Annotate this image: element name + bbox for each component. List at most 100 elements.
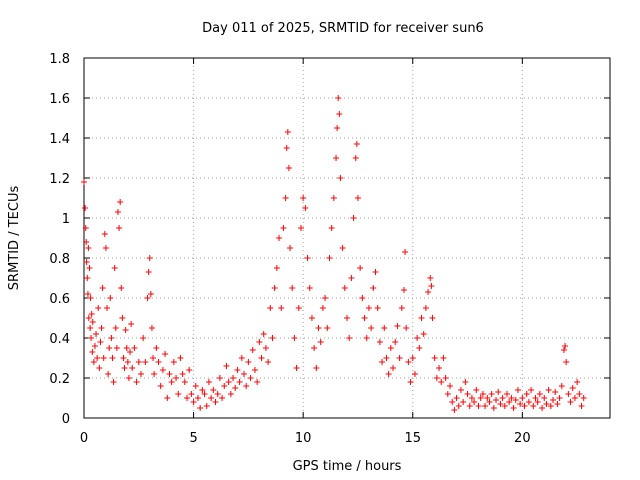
data-point-plus-marker — [216, 375, 223, 381]
data-point-plus-marker — [192, 383, 199, 389]
data-point-plus-marker — [420, 331, 427, 337]
data-point-plus-marker — [311, 345, 318, 351]
data-point-plus-marker — [521, 403, 528, 409]
data-point-plus-marker — [539, 405, 546, 411]
data-point-plus-marker — [245, 359, 252, 365]
data-point-plus-marker — [330, 195, 337, 201]
data-point-plus-marker — [479, 391, 486, 397]
data-point-plus-marker — [462, 379, 469, 385]
data-point-plus-marker — [455, 403, 462, 409]
data-point-plus-marker — [334, 125, 341, 131]
chart-title: Day 011 of 2025, SRMTID for receiver sun… — [202, 21, 484, 36]
data-point-plus-marker — [534, 399, 541, 405]
axis-ticks: 0 0.2 0.4 0.6 0.8 1 1.2 1.4 1.6 1.8 0 5 10 15 20 — [49, 52, 610, 446]
data-point-plus-marker — [390, 365, 397, 371]
data-point-plus-marker — [121, 365, 128, 371]
data-point-plus-marker — [383, 355, 390, 361]
data-point-plus-marker — [554, 401, 561, 407]
data-point-plus-marker — [457, 387, 464, 393]
data-point-plus-marker — [89, 319, 96, 325]
data-point-plus-marker — [106, 345, 113, 351]
data-point-plus-marker — [234, 367, 241, 373]
data-point-plus-marker — [392, 339, 399, 345]
data-point-plus-marker — [398, 305, 405, 311]
data-point-plus-marker — [359, 295, 366, 301]
data-point-plus-marker — [519, 395, 526, 401]
data-point-plus-marker — [109, 355, 116, 361]
data-point-plus-marker — [137, 371, 144, 377]
data-point-plus-marker — [405, 359, 412, 365]
data-point-plus-marker — [449, 399, 456, 405]
data-point-plus-marker — [348, 275, 355, 281]
data-point-plus-marker — [212, 399, 219, 405]
data-point-plus-marker — [396, 355, 403, 361]
data-point-plus-marker — [100, 355, 107, 361]
data-point-plus-marker — [94, 355, 101, 361]
data-point-plus-marker — [210, 387, 217, 393]
data-point-plus-marker — [501, 403, 508, 409]
data-point-plus-marker — [471, 399, 478, 405]
data-point-plus-marker — [227, 391, 234, 397]
data-point-plus-marker — [352, 155, 359, 161]
data-point-plus-marker — [407, 379, 414, 385]
data-point-plus-marker — [271, 285, 278, 291]
data-point-plus-marker — [532, 395, 539, 401]
data-point-plus-marker — [105, 371, 112, 377]
data-point-plus-marker — [361, 315, 368, 321]
data-point-plus-marker — [466, 403, 473, 409]
data-point-plus-marker — [293, 365, 300, 371]
data-point-plus-marker — [118, 285, 125, 291]
data-point-plus-marker — [346, 335, 353, 341]
data-point-plus-marker — [289, 285, 296, 291]
data-point-plus-marker — [556, 395, 563, 401]
data-point-plus-marker — [90, 359, 97, 365]
data-point-plus-marker — [365, 305, 372, 311]
data-point-plus-marker — [295, 305, 302, 311]
data-point-plus-marker — [122, 327, 129, 333]
x-tick-label: 0 — [80, 431, 88, 446]
y-tick-label: 1.8 — [49, 52, 70, 67]
data-point-plus-marker — [269, 335, 276, 341]
data-point-plus-marker — [530, 403, 537, 409]
data-point-plus-marker — [120, 355, 127, 361]
data-point-plus-marker — [179, 371, 186, 377]
data-point-plus-marker — [411, 371, 418, 377]
data-point-plus-marker — [240, 371, 247, 377]
data-point-plus-marker — [402, 249, 409, 255]
data-point-plus-marker — [536, 391, 543, 397]
data-point-plus-marker — [440, 355, 447, 361]
data-point-plus-marker — [164, 395, 171, 401]
data-point-plus-marker — [151, 371, 158, 377]
data-point-plus-marker — [116, 225, 123, 231]
data-point-plus-marker — [425, 289, 432, 295]
data-point-plus-marker — [442, 375, 449, 381]
data-point-plus-marker — [280, 225, 287, 231]
data-point-plus-marker — [409, 355, 416, 361]
data-point-plus-marker — [560, 347, 567, 353]
data-point-plus-marker — [354, 195, 361, 201]
data-point-plus-marker — [247, 375, 254, 381]
data-point-plus-marker — [431, 355, 438, 361]
data-point-plus-marker — [433, 375, 440, 381]
data-point-plus-marker — [308, 315, 315, 321]
data-point-plus-marker — [166, 371, 173, 377]
data-point-plus-marker — [140, 335, 147, 341]
data-point-plus-marker — [87, 295, 94, 301]
data-point-plus-marker — [394, 323, 401, 329]
data-point-plus-marker — [170, 359, 177, 365]
data-point-plus-marker — [291, 335, 298, 341]
data-point-plus-marker — [510, 405, 517, 411]
data-point-plus-marker — [381, 325, 388, 331]
data-point-plus-marker — [326, 255, 333, 261]
data-point-plus-marker — [493, 397, 500, 403]
data-point-plus-marker — [475, 403, 482, 409]
data-point-plus-marker — [87, 325, 94, 331]
data-point-plus-marker — [113, 345, 120, 351]
data-point-plus-marker — [284, 129, 291, 135]
data-point-plus-marker — [214, 391, 221, 397]
data-point-plus-marker — [379, 359, 386, 365]
data-point-plus-marker — [372, 269, 379, 275]
data-point-plus-marker — [283, 145, 290, 151]
data-point-plus-marker — [125, 375, 132, 381]
